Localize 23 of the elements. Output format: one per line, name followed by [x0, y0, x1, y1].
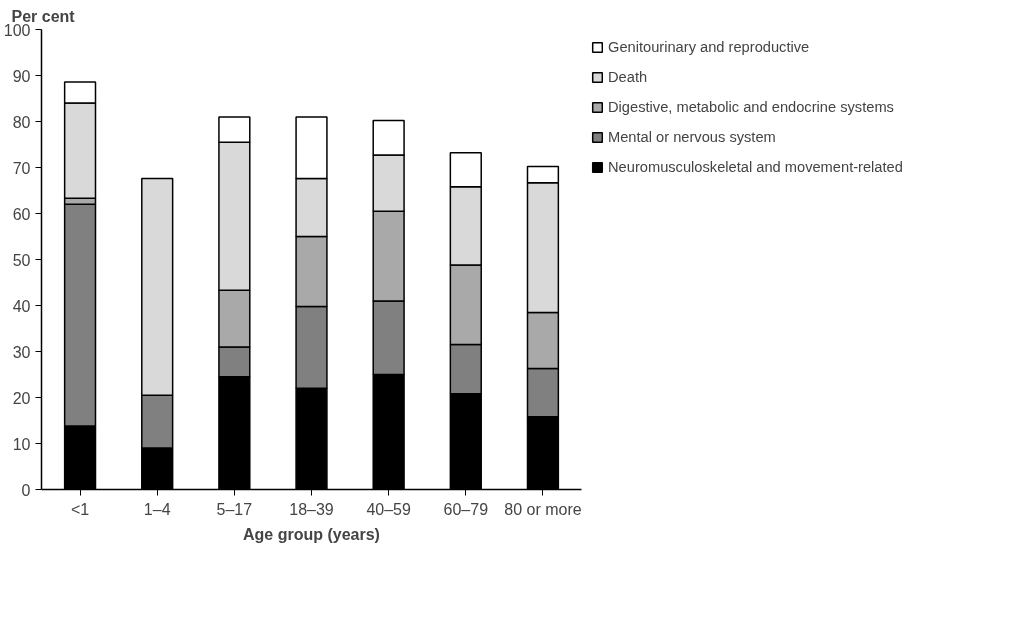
x-tick-label: <1	[70, 500, 90, 518]
y-tick-label: 70	[12, 159, 31, 177]
y-tick-label: 0	[21, 481, 31, 499]
legend-label: Mental or nervous system	[608, 129, 776, 145]
x-tick-label: 18–39	[289, 500, 334, 518]
legend-label: Digestive, metabolic and endocrine systems	[608, 99, 894, 115]
legend-label: Genitourinary and reproductive	[608, 39, 810, 55]
y-tick-label: 90	[12, 67, 31, 85]
x-tick-label: 1–4	[143, 500, 171, 518]
y-tick-label: 10	[12, 435, 31, 453]
legend-label: Death	[608, 69, 648, 85]
x-tick-label: 40–59	[366, 500, 411, 518]
x-tick-label: 5–17	[216, 500, 253, 518]
y-tick-label: 50	[12, 251, 31, 269]
x-tick-label: 60–79	[443, 500, 489, 518]
legend-label: Neuromusculoskeletal and movement-related	[608, 159, 903, 175]
y-tick-label: 20	[12, 389, 31, 407]
y-tick-label: 30	[12, 343, 31, 361]
x-tick-label: 80 or more	[504, 500, 582, 518]
x-axis-title: Age group (years)	[243, 525, 380, 543]
y-tick-label: 60	[12, 205, 31, 223]
y-tick-label: 80	[12, 113, 31, 131]
y-tick-label: 40	[12, 297, 31, 315]
